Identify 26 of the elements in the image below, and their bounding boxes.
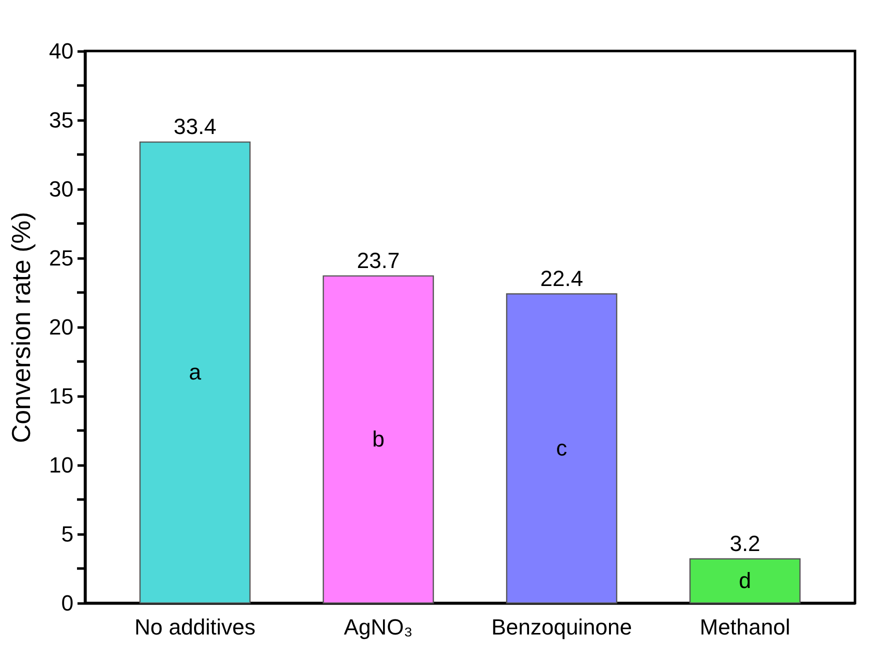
annotation: c bbox=[556, 435, 568, 460]
x-tick-label: AgNO₃ bbox=[344, 614, 413, 640]
bar bbox=[506, 293, 618, 604]
data-label: 33.4 bbox=[174, 114, 216, 140]
annotation: a bbox=[188, 360, 202, 385]
y-tick-label: 10 bbox=[49, 452, 74, 478]
y-tick-label: 35 bbox=[49, 108, 74, 132]
x-tick-label: Methanol bbox=[700, 614, 790, 640]
x-tick-label: No additives bbox=[134, 614, 256, 640]
y-tick-label: 40 bbox=[49, 38, 74, 64]
annotation: d bbox=[738, 568, 752, 593]
data-label: 3.2 bbox=[730, 530, 760, 556]
y-tick-label: 30 bbox=[49, 176, 74, 202]
y-tick-label: 0 bbox=[61, 590, 74, 616]
bar bbox=[139, 141, 251, 604]
annotation: b bbox=[372, 426, 384, 452]
bar bbox=[322, 275, 434, 604]
y-tick-label: 5 bbox=[61, 522, 74, 546]
bar bbox=[689, 558, 801, 604]
x-tick-label: Benzoquinone bbox=[491, 614, 632, 640]
y-tick-label: 15 bbox=[49, 384, 74, 408]
data-label: 23.7 bbox=[356, 248, 400, 273]
data-label: 22.4 bbox=[540, 266, 584, 291]
y-tick-label: 25 bbox=[49, 246, 74, 270]
y-tick-label: 20 bbox=[49, 314, 74, 340]
y-axis-title: Conversion rate (%) bbox=[6, 212, 36, 444]
